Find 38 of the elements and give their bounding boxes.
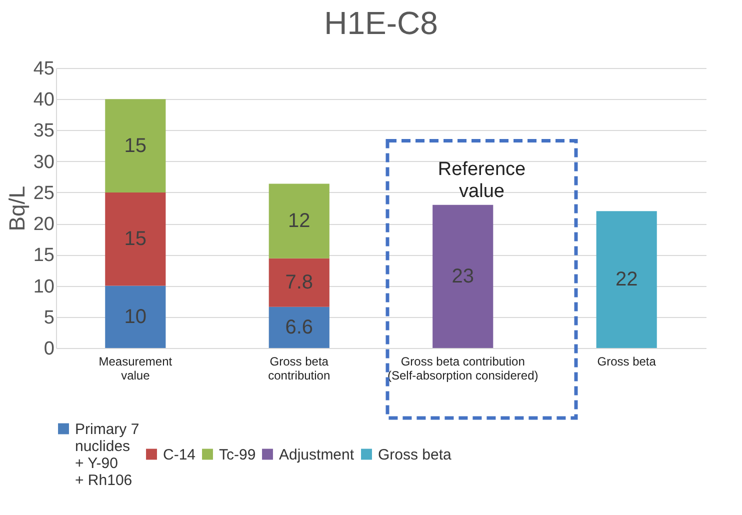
annotation: Reference value — [438, 158, 526, 202]
y-tick-label: 15 — [33, 245, 54, 266]
legend-label: Gross beta — [378, 446, 452, 464]
y-axis-title: Bq/L — [4, 186, 30, 232]
data-label: 7.8 — [285, 272, 314, 294]
y-tick-label: 45 — [33, 58, 54, 80]
y-tick-label: 40 — [33, 90, 54, 111]
chart-title: H1E-C8 — [324, 5, 438, 41]
legend-label: C-14 — [163, 446, 196, 464]
y-tick-label: 20 — [33, 214, 54, 236]
data-label: 6.6 — [285, 316, 314, 338]
y-tick-label: 30 — [33, 152, 54, 173]
bar — [268, 306, 330, 348]
data-label: 15 — [124, 134, 147, 157]
data-label: 23 — [452, 265, 474, 288]
bar — [105, 99, 166, 192]
bar — [105, 286, 166, 348]
data-label: 12 — [288, 210, 310, 232]
legend-label: Primary 7 nuclides + Y-90 + Rh106 — [75, 420, 140, 489]
x-tick-label: Gross beta contribution — [268, 354, 330, 382]
legend-label: Adjustment — [279, 446, 355, 464]
bar — [432, 204, 494, 348]
data-label: 10 — [124, 306, 147, 328]
x-tick-label: Gross beta contribution (Self-absorption considered) — [387, 354, 538, 382]
y-tick-label: 10 — [33, 276, 54, 298]
x-tick-label: Gross beta — [597, 354, 656, 368]
legend-label: Tc-99 — [219, 446, 256, 464]
bar — [596, 211, 657, 348]
bar — [105, 192, 166, 286]
y-tick-label: 0 — [44, 338, 54, 360]
bar — [268, 184, 330, 258]
y-tick-label: 35 — [33, 120, 54, 142]
y-tick-label: 5 — [44, 307, 54, 328]
x-tick-label: Measurement value — [98, 354, 173, 382]
bar — [268, 258, 330, 307]
data-label: 22 — [615, 268, 638, 291]
y-tick-label: 25 — [33, 182, 54, 204]
data-label: 15 — [124, 228, 147, 250]
